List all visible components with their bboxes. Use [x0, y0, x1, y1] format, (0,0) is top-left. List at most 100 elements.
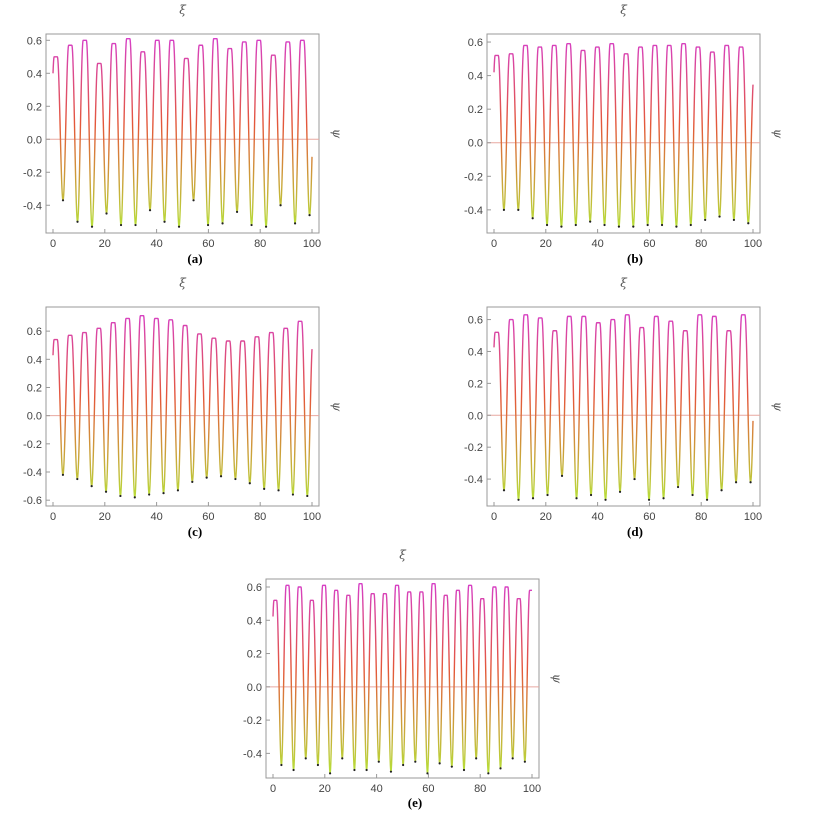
x-tick-label: 100: [303, 238, 321, 250]
y-tick-label: 0.4: [27, 354, 42, 366]
y-tick-label: 0.0: [27, 411, 42, 423]
y-tick-label: -0.2: [243, 715, 262, 727]
trough-marker: [414, 760, 417, 763]
trough-marker: [603, 223, 606, 227]
trough-marker: [502, 208, 506, 211]
y-tick-label: 0.2: [27, 382, 42, 394]
y-tick-label: -0.6: [23, 495, 42, 507]
trough-marker: [517, 498, 520, 501]
trough-marker: [531, 217, 534, 220]
y-tick-label: 0.4: [27, 68, 42, 80]
x-tick-label: 0: [50, 238, 56, 250]
trough-marker: [646, 223, 649, 227]
y-tick-label: 0.2: [468, 104, 483, 116]
trough-marker: [704, 218, 707, 222]
trough-marker: [221, 222, 224, 225]
trough-marker: [545, 223, 549, 227]
trough-marker: [277, 489, 280, 492]
axis-label-psi: ψ: [550, 674, 564, 684]
trough-marker: [192, 199, 195, 202]
series-line: [52, 314, 313, 499]
chart-panel-c: -0.6 -0.4 -0.2 0.0 0.2 0.4 0.6 0 20 40 60 80 100 ξ ψ (…: [23, 273, 344, 539]
trough-marker: [248, 482, 251, 485]
y-tick-label: -0.4: [464, 474, 483, 486]
trough-marker: [105, 212, 108, 215]
x-tick-label: 40: [150, 238, 162, 250]
trough-marker: [133, 496, 136, 499]
trough-marker: [718, 215, 721, 218]
trough-marker: [148, 493, 151, 496]
trough-marker: [292, 768, 295, 772]
y-tick-label: 0.2: [247, 649, 262, 661]
trough-marker: [523, 760, 526, 763]
trough-marker: [162, 492, 165, 495]
x-tick-label: 0: [270, 783, 276, 795]
trough-marker: [341, 757, 344, 760]
trough-marker: [234, 477, 237, 481]
y-tick-label: 0.2: [468, 378, 483, 390]
chart-panel-b: -0.4 -0.2 0.0 0.2 0.4 0.6 0 20 40 60 80 100 ξ ψ (b): [464, 0, 785, 266]
chart-svg-a: -0.4 -0.2 0.0 0.2 0.4 0.6 0 20 40 60 80 100 ξ ψ: [23, 3, 344, 250]
trough-marker: [647, 498, 651, 501]
x-tick-label: 80: [474, 783, 486, 795]
trough-marker: [560, 474, 564, 477]
y-tick-label: 0.4: [468, 346, 483, 358]
trough-marker: [328, 772, 332, 775]
trough-marker: [306, 494, 309, 498]
trough-marker: [560, 225, 563, 228]
x-tick-label: 20: [319, 783, 331, 795]
x-tick-label: 60: [643, 511, 655, 523]
x-tick-label: 80: [695, 238, 707, 250]
caption-d: (d): [627, 524, 643, 539]
trough-marker: [575, 497, 578, 500]
y-tick-label: 0.0: [27, 134, 42, 146]
trough-marker: [134, 223, 137, 227]
y-tick-label: 0.6: [468, 37, 483, 49]
x-tick-label: 100: [523, 783, 541, 795]
trough-marker: [304, 757, 307, 760]
x-tick-label: 40: [591, 511, 603, 523]
trough-marker: [119, 223, 123, 227]
chart-panel-a: -0.4 -0.2 0.0 0.2 0.4 0.6 0 20 40 60 80 100 ξ ψ (a): [23, 0, 344, 266]
trough-marker: [76, 220, 79, 223]
x-tick-label: 0: [491, 511, 497, 523]
x-tick-label: 100: [744, 511, 762, 523]
trough-marker: [732, 218, 736, 222]
trough-marker: [676, 485, 680, 489]
y-tick-label: -0.4: [23, 467, 42, 479]
y-tick-label: -0.2: [23, 439, 42, 451]
x-tick-label: 0: [50, 511, 56, 523]
axis-title-xi: ξ: [620, 3, 628, 17]
trough-marker: [511, 757, 514, 760]
trough-marker: [689, 223, 692, 227]
trough-marker: [662, 497, 665, 500]
trough-marker: [675, 225, 678, 228]
trough-marker: [90, 484, 93, 488]
y-tick-label: 0.4: [468, 71, 483, 83]
chart-panel-e: -0.4 -0.2 0.0 0.2 0.4 0.6 0 20 40 60 80 100 ξ ψ (e): [243, 545, 564, 810]
trough-marker: [618, 490, 622, 493]
trough-marker: [604, 498, 607, 501]
trough-marker: [316, 763, 320, 767]
axis-label-psi: ψ: [330, 129, 344, 139]
y-tick-label: 0.0: [468, 410, 483, 422]
trough-marker: [402, 763, 405, 767]
trough-marker: [438, 762, 441, 765]
trough-marker: [308, 214, 311, 217]
y-tick-label: 0.6: [27, 35, 42, 47]
caption-c: (c): [187, 524, 203, 539]
plot-frame: [486, 306, 761, 507]
y-tick-label: -0.4: [243, 748, 262, 760]
trough-marker: [235, 210, 239, 213]
trough-marker: [546, 493, 549, 497]
trough-marker: [747, 222, 750, 225]
trough-marker: [720, 489, 723, 492]
y-tick-label: 0.6: [468, 315, 483, 327]
trough-marker: [734, 481, 738, 484]
trough-marker: [206, 223, 210, 227]
y-tick-label: -0.2: [464, 442, 483, 454]
trough-marker: [487, 772, 490, 775]
axis-title-xi: ξ: [399, 548, 407, 562]
x-tick-label: 40: [150, 511, 162, 523]
trough-marker: [691, 493, 694, 497]
